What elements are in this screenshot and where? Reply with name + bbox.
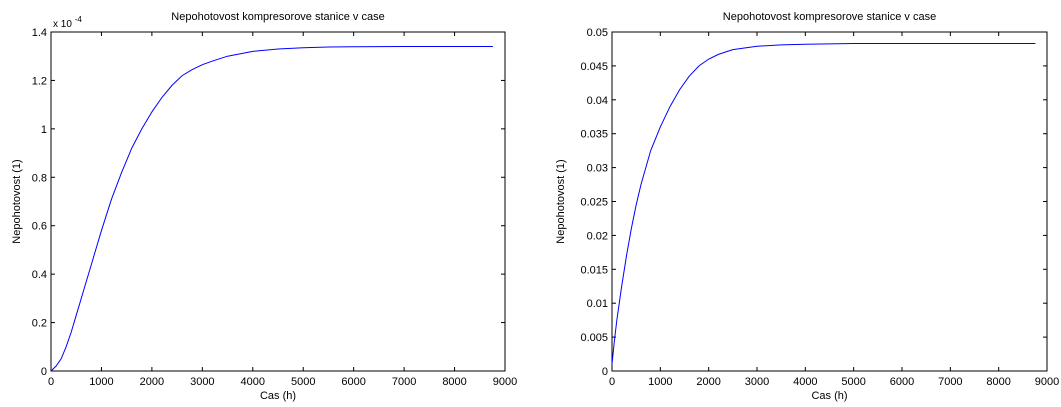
x-tick-label: 9000 bbox=[1035, 376, 1059, 388]
x-tick-label: 1000 bbox=[648, 376, 672, 388]
y-tick-label: 0.02 bbox=[587, 230, 608, 242]
x-tick-label: 6000 bbox=[890, 376, 914, 388]
y-tick-label: 0.015 bbox=[580, 264, 608, 276]
chart-right: 0 1000 2000 3000 4000 5000 6000 7000 8000 9000 0 0.… bbox=[555, 11, 1059, 402]
y-exponent-base: x 10 bbox=[53, 19, 75, 30]
x-axis-label: Cas (h) bbox=[260, 390, 296, 402]
y-exponent-label: x 10 -4 bbox=[53, 15, 82, 30]
y-axis-label: Nepohotovost (1) bbox=[11, 159, 23, 243]
y-tick-label: 1.4 bbox=[32, 27, 47, 39]
y-tick-label: 0.4 bbox=[32, 269, 47, 281]
y-tick-label: 0.2 bbox=[32, 318, 47, 330]
x-tick-label: 4000 bbox=[793, 376, 817, 388]
x-tick-label: 7000 bbox=[392, 376, 416, 388]
y-axis-label: Nepohotovost (1) bbox=[555, 159, 567, 243]
x-tick-label: 7000 bbox=[938, 376, 962, 388]
x-tick-label: 1000 bbox=[89, 376, 113, 388]
chart-title: Nepohotovost kompresorove stanice v case bbox=[723, 11, 936, 23]
y-tick-label: 0.04 bbox=[587, 95, 608, 107]
chart-left: 0 1000 2000 3000 4000 5000 6000 7000 8000 9000 0 0.… bbox=[11, 11, 517, 402]
y-tick-label: 0.01 bbox=[587, 298, 608, 310]
x-tick-label: 6000 bbox=[341, 376, 365, 388]
x-tick-label: 0 bbox=[48, 376, 54, 388]
x-tick-label: 8000 bbox=[442, 376, 466, 388]
y-tick-label: 0.035 bbox=[580, 129, 608, 141]
x-tick-label: 9000 bbox=[493, 376, 517, 388]
x-tick-label: 2000 bbox=[696, 376, 720, 388]
x-axis-label: Cas (h) bbox=[811, 390, 847, 402]
x-tick-label: 5000 bbox=[841, 376, 865, 388]
chart-title: Nepohotovost kompresorove stanice v case bbox=[171, 11, 384, 23]
y-exponent-power: -4 bbox=[75, 15, 83, 24]
x-tick-label: 4000 bbox=[241, 376, 265, 388]
x-tick-label: 3000 bbox=[745, 376, 769, 388]
x-tick-label: 5000 bbox=[291, 376, 315, 388]
y-tick-label: 0.045 bbox=[580, 61, 608, 73]
series-line bbox=[611, 43, 1036, 365]
x-tick-label: 2000 bbox=[140, 376, 164, 388]
y-tick-label: 0 bbox=[41, 366, 47, 378]
axes-box bbox=[50, 31, 506, 372]
y-tick-label: 1 bbox=[41, 124, 47, 136]
axes-box bbox=[611, 31, 1048, 372]
y-tick-label: 0.05 bbox=[587, 27, 608, 39]
y-tick-label: 0.025 bbox=[580, 197, 608, 209]
x-tick-label: 0 bbox=[609, 376, 615, 388]
y-tick-label: 0.6 bbox=[32, 221, 47, 233]
y-tick-label: 0.03 bbox=[587, 163, 608, 175]
y-tick-label: 0 bbox=[602, 366, 608, 378]
y-tick-label: 0.8 bbox=[32, 172, 47, 184]
x-tick-label: 8000 bbox=[986, 376, 1010, 388]
x-tick-label: 3000 bbox=[190, 376, 214, 388]
series-line bbox=[50, 46, 493, 372]
y-tick-label: 1.2 bbox=[32, 75, 47, 87]
y-tick-label: 0.005 bbox=[580, 332, 608, 344]
